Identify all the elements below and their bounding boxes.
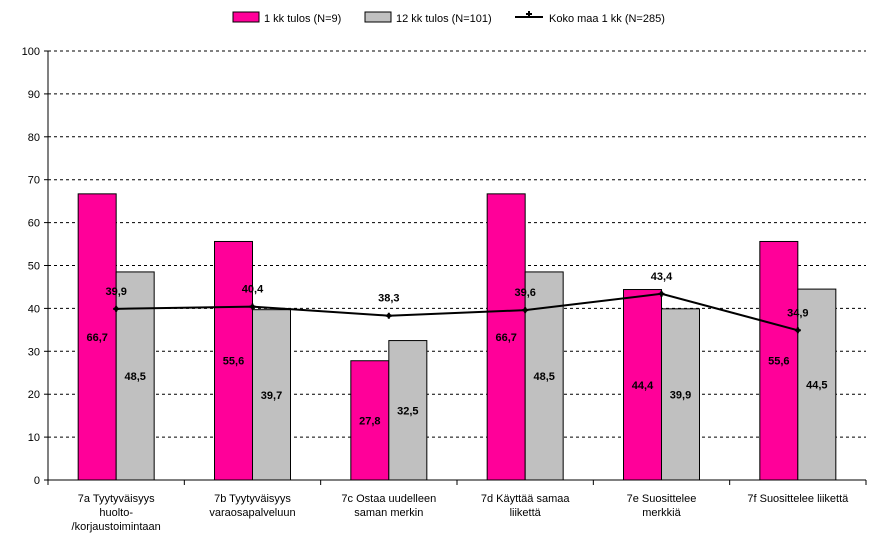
- line-point-marker: [113, 306, 119, 312]
- bar-data-label: 44,4: [632, 380, 654, 392]
- bar-data-label: 66,7: [495, 332, 516, 344]
- x-category-label: 7b Tyytyväisyys varaosapalveluun: [209, 493, 295, 519]
- legend-label: 12 kk tulos (N=101): [396, 13, 492, 25]
- bar-series1: [77, 193, 117, 481]
- x-category-label-line: 7b Tyytyväisyys: [214, 493, 291, 505]
- legend-swatch: [232, 11, 260, 23]
- x-category-label-line: /korjaustoimintaan: [72, 521, 161, 533]
- gridlines: [48, 50, 866, 438]
- x-category-label-line: merkkiä: [642, 507, 681, 519]
- bar-data-label: 48,5: [533, 371, 554, 383]
- x-category-label-line: 7d Käyttää samaa: [481, 493, 571, 505]
- legend: 1 kk tulos (N=9) 12 kk tulos (N=101) Koko …: [232, 11, 665, 25]
- bar-data-label: 55,6: [223, 356, 244, 368]
- bar-series2: [661, 308, 700, 481]
- bar-data-label: 27,8: [359, 415, 380, 427]
- data-labels: 66,7 48,5 55,6 39,7 27,8 32,5 66,7 48,5 44,4 39,9…: [86, 271, 827, 428]
- y-tick-label: 20: [28, 389, 40, 401]
- x-category-label: 7f Suosittelee liikettä: [747, 493, 849, 505]
- x-category-label: 7c Ostaa uudelleen saman merkin: [341, 493, 436, 519]
- bar-data-label: 39,7: [261, 390, 282, 402]
- line-point-marker: [795, 328, 801, 333]
- line-point-marker: [250, 304, 255, 309]
- y-tick-label: 30: [28, 346, 40, 358]
- y-tick-label: 50: [28, 261, 40, 273]
- bar-series2: [115, 271, 155, 481]
- bar-series2: [797, 288, 837, 481]
- legend-label: Koko maa 1 kk (N=285): [549, 13, 665, 25]
- y-tick-label: 60: [28, 218, 40, 230]
- bar-series2: [388, 340, 428, 481]
- line-data-label: 43,4: [651, 271, 673, 283]
- y-tick-label: 70: [28, 175, 40, 187]
- y-tick-label: 0: [34, 475, 40, 487]
- bar-data-label: 48,5: [124, 371, 145, 383]
- line-data-label: 34,9: [787, 307, 808, 319]
- line-series: [116, 292, 799, 332]
- average-line: [113, 290, 801, 334]
- bar-series1: [350, 360, 390, 481]
- x-category-label-line: varaosapalveluun: [209, 507, 295, 519]
- bar-data-label: 44,5: [806, 380, 827, 392]
- x-category-label-line: huolto-: [99, 507, 133, 519]
- x-category-label: 7d Käyttää samaa liikettä: [481, 493, 571, 519]
- bar-data-label: 32,5: [397, 405, 418, 417]
- x-category-label-line: 7c Ostaa uudelleen: [341, 493, 436, 505]
- bar-series1: [759, 240, 799, 481]
- bar-series1: [623, 289, 662, 481]
- line-data-label: 39,6: [514, 287, 535, 299]
- y-tick-label: 90: [28, 89, 40, 101]
- line-point-marker: [386, 313, 392, 318]
- line-point-marker: [522, 307, 528, 313]
- line-data-label: 40,4: [242, 284, 264, 296]
- legend-label: 1 kk tulos (N=9): [264, 13, 341, 25]
- y-tick-label: 40: [28, 303, 40, 315]
- x-category-label-line: 7e Suosittelee: [627, 493, 697, 505]
- line-point-marker: [659, 291, 664, 297]
- line-data-label: 38,3: [378, 293, 399, 305]
- x-category-label: 7e Suosittelee merkkiä: [627, 493, 697, 519]
- x-category-label-line: 7a Tyytyväisyys: [78, 493, 155, 505]
- bar-data-label: 55,6: [768, 356, 789, 368]
- bar-data-label: 66,7: [86, 332, 107, 344]
- x-category-label: 7a Tyytyväisyys huolto- /korjaustoimintaan: [72, 493, 161, 533]
- y-tick-label: 10: [28, 432, 40, 444]
- y-tick-label: 80: [28, 132, 40, 144]
- axes: 0 10 20 30 40 50 60 70 80 90 100 7a Tyytyväisyys huo…: [22, 46, 867, 533]
- x-category-label-line: liikettä: [510, 507, 542, 519]
- legend-swatch: [364, 11, 392, 23]
- line-data-label: 39,9: [105, 286, 126, 298]
- bar-series1: [214, 240, 253, 481]
- bar-data-label: 39,9: [670, 389, 691, 401]
- x-category-label-line: 7f Suosittelee liikettä: [747, 493, 849, 505]
- bar-series2: [252, 309, 291, 481]
- y-tick-label: 100: [22, 46, 40, 58]
- x-category-label-line: saman merkin: [354, 507, 423, 519]
- legend-marker: [526, 11, 532, 17]
